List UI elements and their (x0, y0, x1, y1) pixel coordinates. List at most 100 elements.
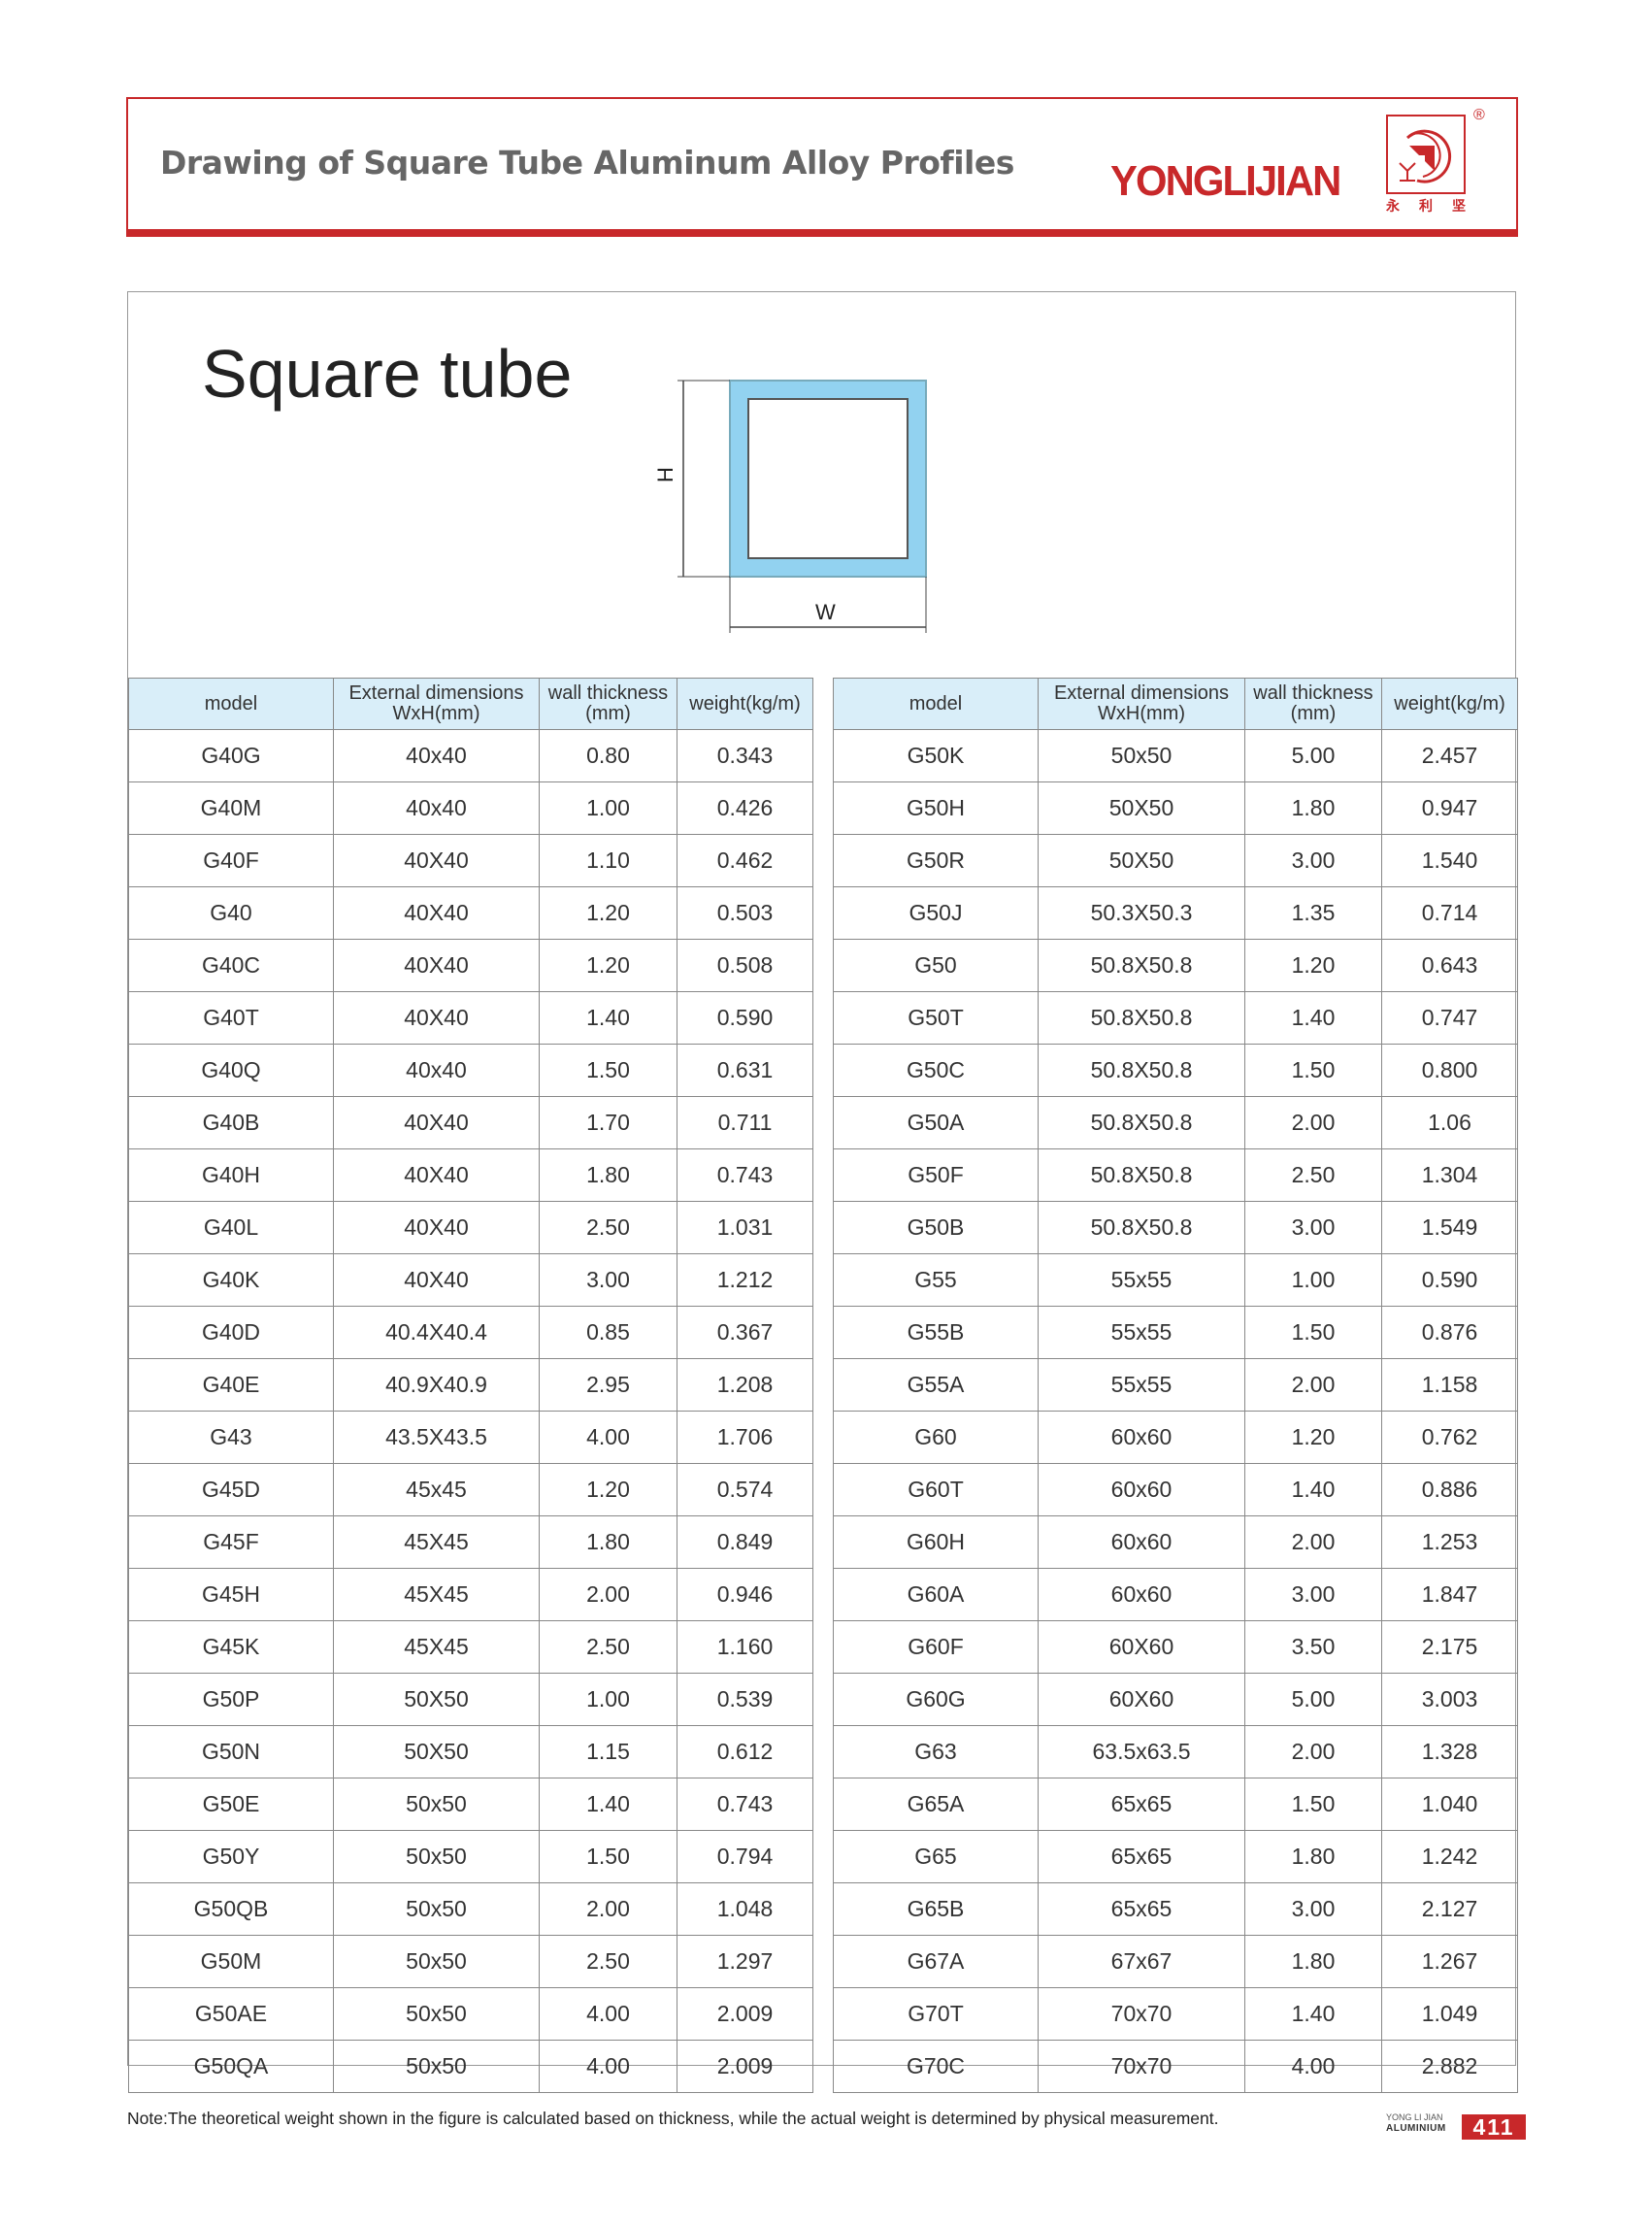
weight-cell: 0.743 (677, 1778, 813, 1831)
weight-cell: 0.762 (1381, 1411, 1518, 1464)
thickness-cell: 3.00 (1244, 1568, 1382, 1621)
table-row: G50 50.8X50.8 1.20 0.643 (833, 939, 1518, 992)
brand-chinese-name: 永 利 坚 (1386, 198, 1466, 214)
dimensions-cell: 45x45 (333, 1463, 540, 1516)
weight-cell: 0.503 (677, 886, 813, 940)
weight-cell: 2.457 (1381, 729, 1518, 782)
thickness-cell: 2.95 (539, 1358, 677, 1412)
table-row: G50K 50x50 5.00 2.457 (833, 729, 1518, 782)
thickness-cell: 1.10 (539, 834, 677, 887)
page-title: Square tube (202, 336, 573, 412)
table-row: G40B 40X40 1.70 0.711 (128, 1096, 813, 1149)
weight-cell: 0.462 (677, 834, 813, 887)
model-cell: G50T (833, 991, 1039, 1045)
thickness-cell: 2.50 (539, 1935, 677, 1988)
table-row: G55B 55x55 1.50 0.876 (833, 1306, 1518, 1359)
dimensions-cell: 50x50 (333, 1935, 540, 1988)
dimensions-cell: 65x65 (1038, 1778, 1245, 1831)
model-cell: G60G (833, 1673, 1039, 1726)
model-cell: G50AE (128, 1987, 334, 2041)
weight-cell: 1.549 (1381, 1201, 1518, 1254)
table-row: G60T 60x60 1.40 0.886 (833, 1463, 1518, 1516)
thickness-cell: 1.70 (539, 1096, 677, 1149)
dimensions-cell: 60x60 (1038, 1568, 1245, 1621)
thickness-cell: 5.00 (1244, 1673, 1382, 1726)
table-row: G67A 67x67 1.80 1.267 (833, 1935, 1518, 1988)
dimensions-cell: 45X45 (333, 1620, 540, 1674)
table-row: G50C 50.8X50.8 1.50 0.800 (833, 1044, 1518, 1097)
table-row: G60G 60X60 5.00 3.003 (833, 1673, 1518, 1726)
table-row: G50B 50.8X50.8 3.00 1.549 (833, 1201, 1518, 1254)
weight-cell: 1.06 (1381, 1096, 1518, 1149)
dimensions-cell: 50x50 (333, 1987, 540, 2041)
dimensions-cell: 55x55 (1038, 1306, 1245, 1359)
table-row: G40D 40.4X40.4 0.85 0.367 (128, 1306, 813, 1359)
table-row: G40F 40X40 1.10 0.462 (128, 834, 813, 887)
model-cell: G40K (128, 1253, 334, 1307)
weight-cell: 1.160 (677, 1620, 813, 1674)
weight-cell: 2.127 (1381, 1882, 1518, 1936)
weight-cell: 0.539 (677, 1673, 813, 1726)
table-row: G40M 40x40 1.00 0.426 (128, 781, 813, 835)
thickness-cell: 1.40 (1244, 1987, 1382, 2041)
model-cell: G60T (833, 1463, 1039, 1516)
weight-cell: 0.714 (1381, 886, 1518, 940)
table-row: G43 43.5X43.5 4.00 1.706 (128, 1411, 813, 1464)
thickness-cell: 2.00 (1244, 1096, 1382, 1149)
dimensions-cell: 50.8X50.8 (1038, 1148, 1245, 1202)
dimensions-cell: 50.8X50.8 (1038, 1096, 1245, 1149)
dimensions-cell: 63.5x63.5 (1038, 1725, 1245, 1778)
table-row: G50M 50x50 2.50 1.297 (128, 1935, 813, 1988)
model-cell: G40F (128, 834, 334, 887)
dimensions-cell: 65x65 (1038, 1830, 1245, 1883)
dimensions-cell: 40X40 (333, 1201, 540, 1254)
model-cell: G63 (833, 1725, 1039, 1778)
thickness-cell: 2.50 (539, 1201, 677, 1254)
model-cell: G50M (128, 1935, 334, 1988)
weight-cell: 1.253 (1381, 1515, 1518, 1569)
dimensions-cell: 40x40 (333, 781, 540, 835)
dimensions-cell: 55x55 (1038, 1253, 1245, 1307)
thickness-cell: 1.20 (539, 886, 677, 940)
page-header: Drawing of Square Tube Aluminum Alloy Pr… (126, 97, 1518, 237)
thickness-cell: 2.00 (1244, 1515, 1382, 1569)
thickness-cell: 2.00 (1244, 1725, 1382, 1778)
thickness-cell: 4.00 (539, 1987, 677, 2041)
dimensions-cell: 40X40 (333, 939, 540, 992)
weight-cell: 1.540 (1381, 834, 1518, 887)
page-number: 411 (1462, 2114, 1526, 2140)
model-cell: G65A (833, 1778, 1039, 1831)
col-header-dimensions: External dimensions WxH(mm) (1038, 678, 1245, 730)
dimensions-cell: 60X60 (1038, 1673, 1245, 1726)
dimensions-cell: 40X40 (333, 991, 540, 1045)
model-cell: G60A (833, 1568, 1039, 1621)
dimensions-cell: 60X60 (1038, 1620, 1245, 1674)
table-row: G65A 65x65 1.50 1.040 (833, 1778, 1518, 1831)
weight-cell: 0.886 (1381, 1463, 1518, 1516)
model-cell: G65 (833, 1830, 1039, 1883)
table-row: G40G 40x40 0.80 0.343 (128, 729, 813, 782)
thickness-cell: 1.50 (1244, 1044, 1382, 1097)
model-cell: G50QA (128, 2040, 334, 2093)
table-row: G40E 40.9X40.9 2.95 1.208 (128, 1358, 813, 1412)
footer-note: Note:The theoretical weight shown in the… (127, 2109, 1219, 2128)
thickness-cell: 0.85 (539, 1306, 677, 1359)
model-cell: G60H (833, 1515, 1039, 1569)
weight-cell: 0.631 (677, 1044, 813, 1097)
spec-table-right: model External dimensions WxH(mm) wall t… (833, 678, 1518, 2093)
weight-cell: 1.242 (1381, 1830, 1518, 1883)
thickness-cell: 1.20 (539, 939, 677, 992)
dimensions-cell: 50x50 (333, 2040, 540, 2093)
dimensions-cell: 60x60 (1038, 1515, 1245, 1569)
table-row: G45K 45X45 2.50 1.160 (128, 1620, 813, 1674)
table-row: G50R 50X50 3.00 1.540 (833, 834, 1518, 887)
table-row: G50E 50x50 1.40 0.743 (128, 1778, 813, 1831)
dimensions-cell: 50x50 (333, 1830, 540, 1883)
table-row: G50QA 50x50 4.00 2.009 (128, 2040, 813, 2093)
weight-cell: 0.612 (677, 1725, 813, 1778)
thickness-cell: 3.00 (539, 1253, 677, 1307)
table-row: G60F 60X60 3.50 2.175 (833, 1620, 1518, 1674)
dimensions-cell: 67x67 (1038, 1935, 1245, 1988)
weight-cell: 0.574 (677, 1463, 813, 1516)
table-row: G50P 50X50 1.00 0.539 (128, 1673, 813, 1726)
